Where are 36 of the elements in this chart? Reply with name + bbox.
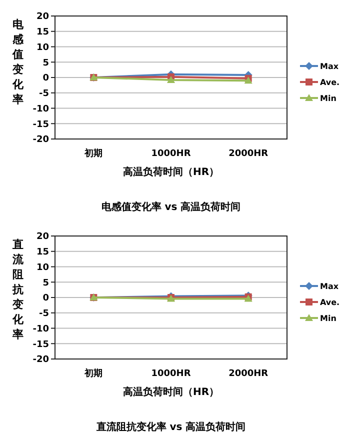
x-axis-title: 高温负荷时间（HR） [122, 386, 220, 398]
x-tick-label: 1000HR [151, 369, 191, 379]
x-axis-title: 高温负荷时间（HR） [122, 166, 220, 178]
legend-label: Max [320, 282, 340, 291]
y-tick-label: 5 [42, 278, 49, 288]
y-tick-label: 5 [42, 58, 49, 68]
y-tick-label: -10 [32, 104, 49, 114]
y-tick-label: 15 [36, 248, 49, 258]
y-tick-label: -20 [32, 355, 49, 366]
y-axis-title: 直流阻抗变化率 [12, 238, 24, 341]
y-tick-label: -15 [32, 120, 49, 130]
y-tick-label: -5 [39, 89, 49, 100]
y-axis-title: 电感值变化率 [12, 18, 24, 106]
legend-label: Min [320, 314, 337, 323]
y-tick-label: 10 [36, 42, 49, 53]
y-tick-label: 20 [36, 12, 49, 22]
text: 直流阻抗变化率 vs 高温负荷时间 [95, 421, 246, 433]
y-tick-label: -15 [32, 340, 49, 350]
y-tick-label: 0 [42, 294, 49, 304]
y-tick-label: -5 [39, 309, 49, 320]
x-tick-label: 2000HR [228, 149, 268, 159]
x-tick-label: 2000HR [228, 369, 268, 379]
y-tick-label: -10 [32, 324, 49, 334]
y-tick-label: 20 [36, 232, 49, 242]
text: 电感值变化率 vs 高温负荷时间 [101, 201, 241, 213]
legend-label: Max [320, 62, 340, 71]
legend-label: Ave. [320, 298, 340, 307]
y-tick-label: 15 [36, 28, 49, 38]
x-tick-label: 1000HR [151, 149, 191, 159]
x-tick-label: 初期 [84, 148, 103, 159]
x-tick-label: 初期 [84, 368, 103, 379]
y-tick-label: 10 [36, 262, 49, 273]
y-tick-label: -20 [32, 135, 49, 146]
legend-label: Ave. [320, 78, 340, 87]
legend-label: Min [320, 94, 337, 103]
y-tick-label: 0 [42, 74, 49, 84]
